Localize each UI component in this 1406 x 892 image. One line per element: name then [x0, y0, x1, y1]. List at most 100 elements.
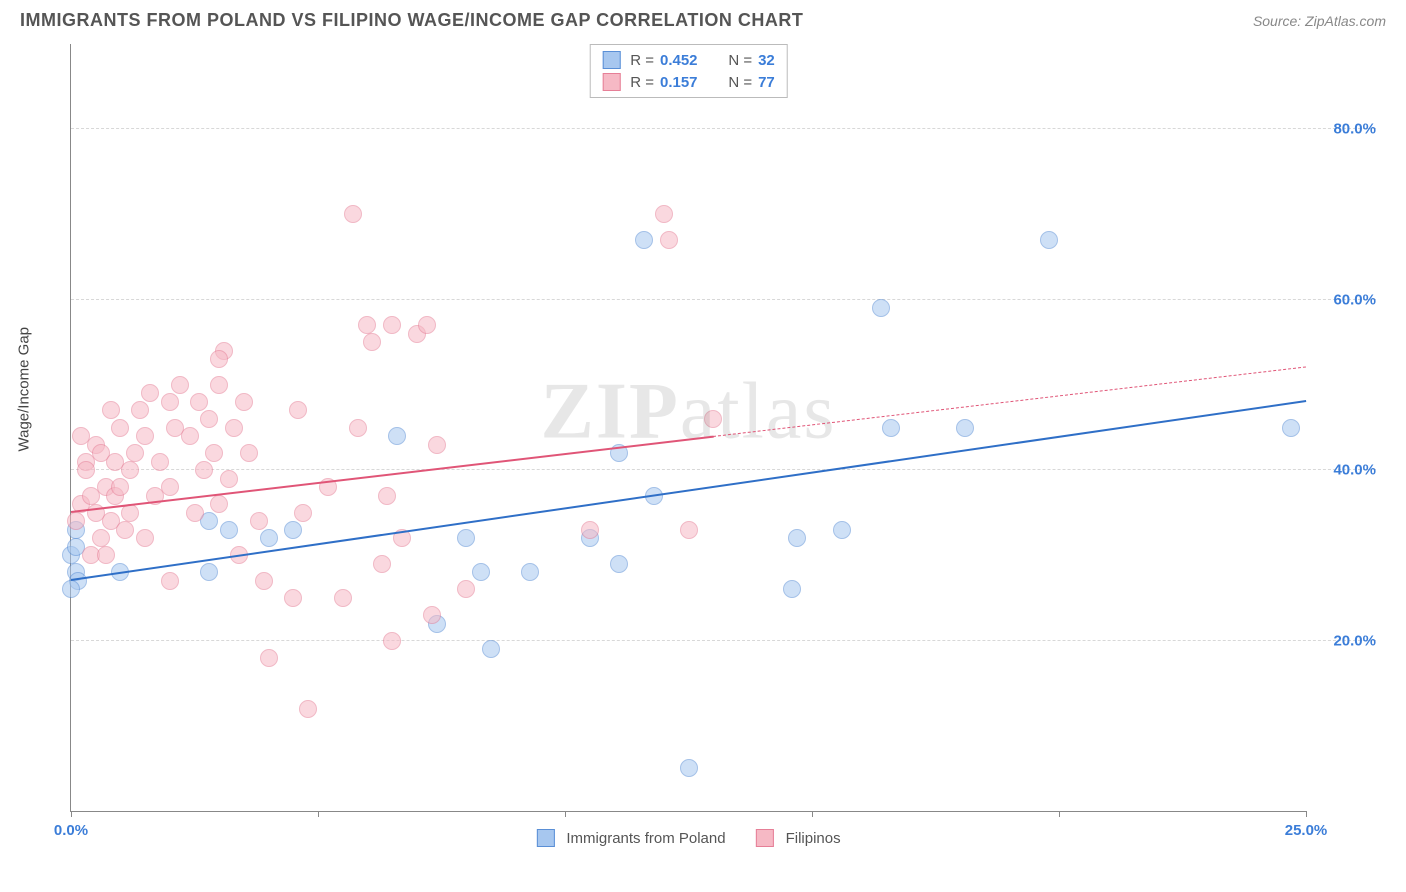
x-tick — [812, 811, 813, 817]
n-label: N = — [728, 74, 752, 91]
data-point-filipino — [181, 427, 199, 445]
data-point-filipino — [428, 436, 446, 454]
data-point-poland — [1040, 231, 1058, 249]
legend-label-filipino: Filipinos — [786, 830, 841, 847]
x-tick — [71, 811, 72, 817]
legend-stats: R = 0.452 N = 32 R = 0.157 N = 77 — [589, 44, 788, 98]
data-point-filipino — [260, 649, 278, 667]
data-point-filipino — [116, 521, 134, 539]
data-point-filipino — [225, 419, 243, 437]
swatch-filipino-bottom — [756, 829, 774, 847]
data-point-poland — [956, 419, 974, 437]
data-point-filipino — [418, 316, 436, 334]
data-point-poland — [284, 521, 302, 539]
data-point-filipino — [97, 546, 115, 564]
watermark-rest: atlas — [680, 368, 837, 456]
data-point-filipino — [111, 419, 129, 437]
y-axis-label: Wage/Income Gap — [16, 327, 33, 452]
data-point-filipino — [161, 393, 179, 411]
data-point-filipino — [358, 316, 376, 334]
data-point-filipino — [210, 350, 228, 368]
y-tick-label: 40.0% — [1316, 462, 1376, 479]
data-point-filipino — [284, 589, 302, 607]
data-point-filipino — [349, 419, 367, 437]
data-point-filipino — [77, 461, 95, 479]
swatch-poland — [602, 51, 620, 69]
data-point-poland — [680, 759, 698, 777]
x-tick-label: 0.0% — [54, 822, 88, 839]
data-point-filipino — [363, 333, 381, 351]
gridline — [71, 128, 1376, 129]
data-point-filipino — [190, 393, 208, 411]
data-point-filipino — [210, 376, 228, 394]
data-point-poland — [482, 640, 500, 658]
data-point-poland — [833, 521, 851, 539]
data-point-filipino — [250, 512, 268, 530]
data-point-filipino — [67, 512, 85, 530]
data-point-filipino — [92, 529, 110, 547]
x-tick — [318, 811, 319, 817]
data-point-filipino — [383, 316, 401, 334]
data-point-filipino — [457, 580, 475, 598]
data-point-poland — [472, 563, 490, 581]
x-tick — [1059, 811, 1060, 817]
data-point-filipino — [373, 555, 391, 573]
data-point-filipino — [255, 572, 273, 590]
data-point-poland — [882, 419, 900, 437]
data-point-poland — [610, 555, 628, 573]
data-point-filipino — [121, 461, 139, 479]
swatch-filipino — [602, 73, 620, 91]
legend-item-poland: Immigrants from Poland — [536, 829, 725, 847]
y-tick-label: 60.0% — [1316, 291, 1376, 308]
data-point-filipino — [240, 444, 258, 462]
data-point-filipino — [151, 453, 169, 471]
swatch-poland-bottom — [536, 829, 554, 847]
data-point-filipino — [581, 521, 599, 539]
data-point-filipino — [289, 401, 307, 419]
data-point-poland — [220, 521, 238, 539]
plot-area: R = 0.452 N = 32 R = 0.157 N = 77 ZIPatl… — [70, 44, 1306, 812]
watermark: ZIPatlas — [541, 367, 837, 458]
legend-stats-row-filipino: R = 0.157 N = 77 — [598, 71, 779, 93]
data-point-filipino — [220, 470, 238, 488]
data-point-filipino — [131, 401, 149, 419]
data-point-filipino — [344, 205, 362, 223]
data-point-poland — [788, 529, 806, 547]
n-value-filipino: 77 — [758, 74, 775, 91]
data-point-poland — [260, 529, 278, 547]
data-point-poland — [521, 563, 539, 581]
data-point-poland — [872, 299, 890, 317]
data-point-filipino — [136, 529, 154, 547]
gridline — [71, 299, 1376, 300]
data-point-filipino — [334, 589, 352, 607]
data-point-filipino — [680, 521, 698, 539]
data-point-poland — [783, 580, 801, 598]
data-point-filipino — [161, 572, 179, 590]
r-label: R = — [630, 52, 654, 69]
data-point-filipino — [136, 427, 154, 445]
data-point-poland — [457, 529, 475, 547]
data-point-filipino — [111, 478, 129, 496]
data-point-poland — [1282, 419, 1300, 437]
data-point-filipino — [161, 478, 179, 496]
data-point-filipino — [235, 393, 253, 411]
gridline — [71, 640, 1376, 641]
data-point-filipino — [205, 444, 223, 462]
data-point-poland — [388, 427, 406, 445]
data-point-filipino — [102, 401, 120, 419]
data-point-filipino — [210, 495, 228, 513]
data-point-filipino — [141, 384, 159, 402]
n-value-poland: 32 — [758, 52, 775, 69]
trend-line — [713, 367, 1306, 438]
data-point-filipino — [423, 606, 441, 624]
x-tick — [565, 811, 566, 817]
data-point-filipino — [383, 632, 401, 650]
data-point-filipino — [171, 376, 189, 394]
data-point-filipino — [126, 444, 144, 462]
data-point-poland — [635, 231, 653, 249]
data-point-poland — [200, 563, 218, 581]
data-point-filipino — [195, 461, 213, 479]
x-tick-label: 25.0% — [1285, 822, 1328, 839]
legend-item-filipino: Filipinos — [756, 829, 841, 847]
r-value-poland: 0.452 — [660, 52, 708, 69]
